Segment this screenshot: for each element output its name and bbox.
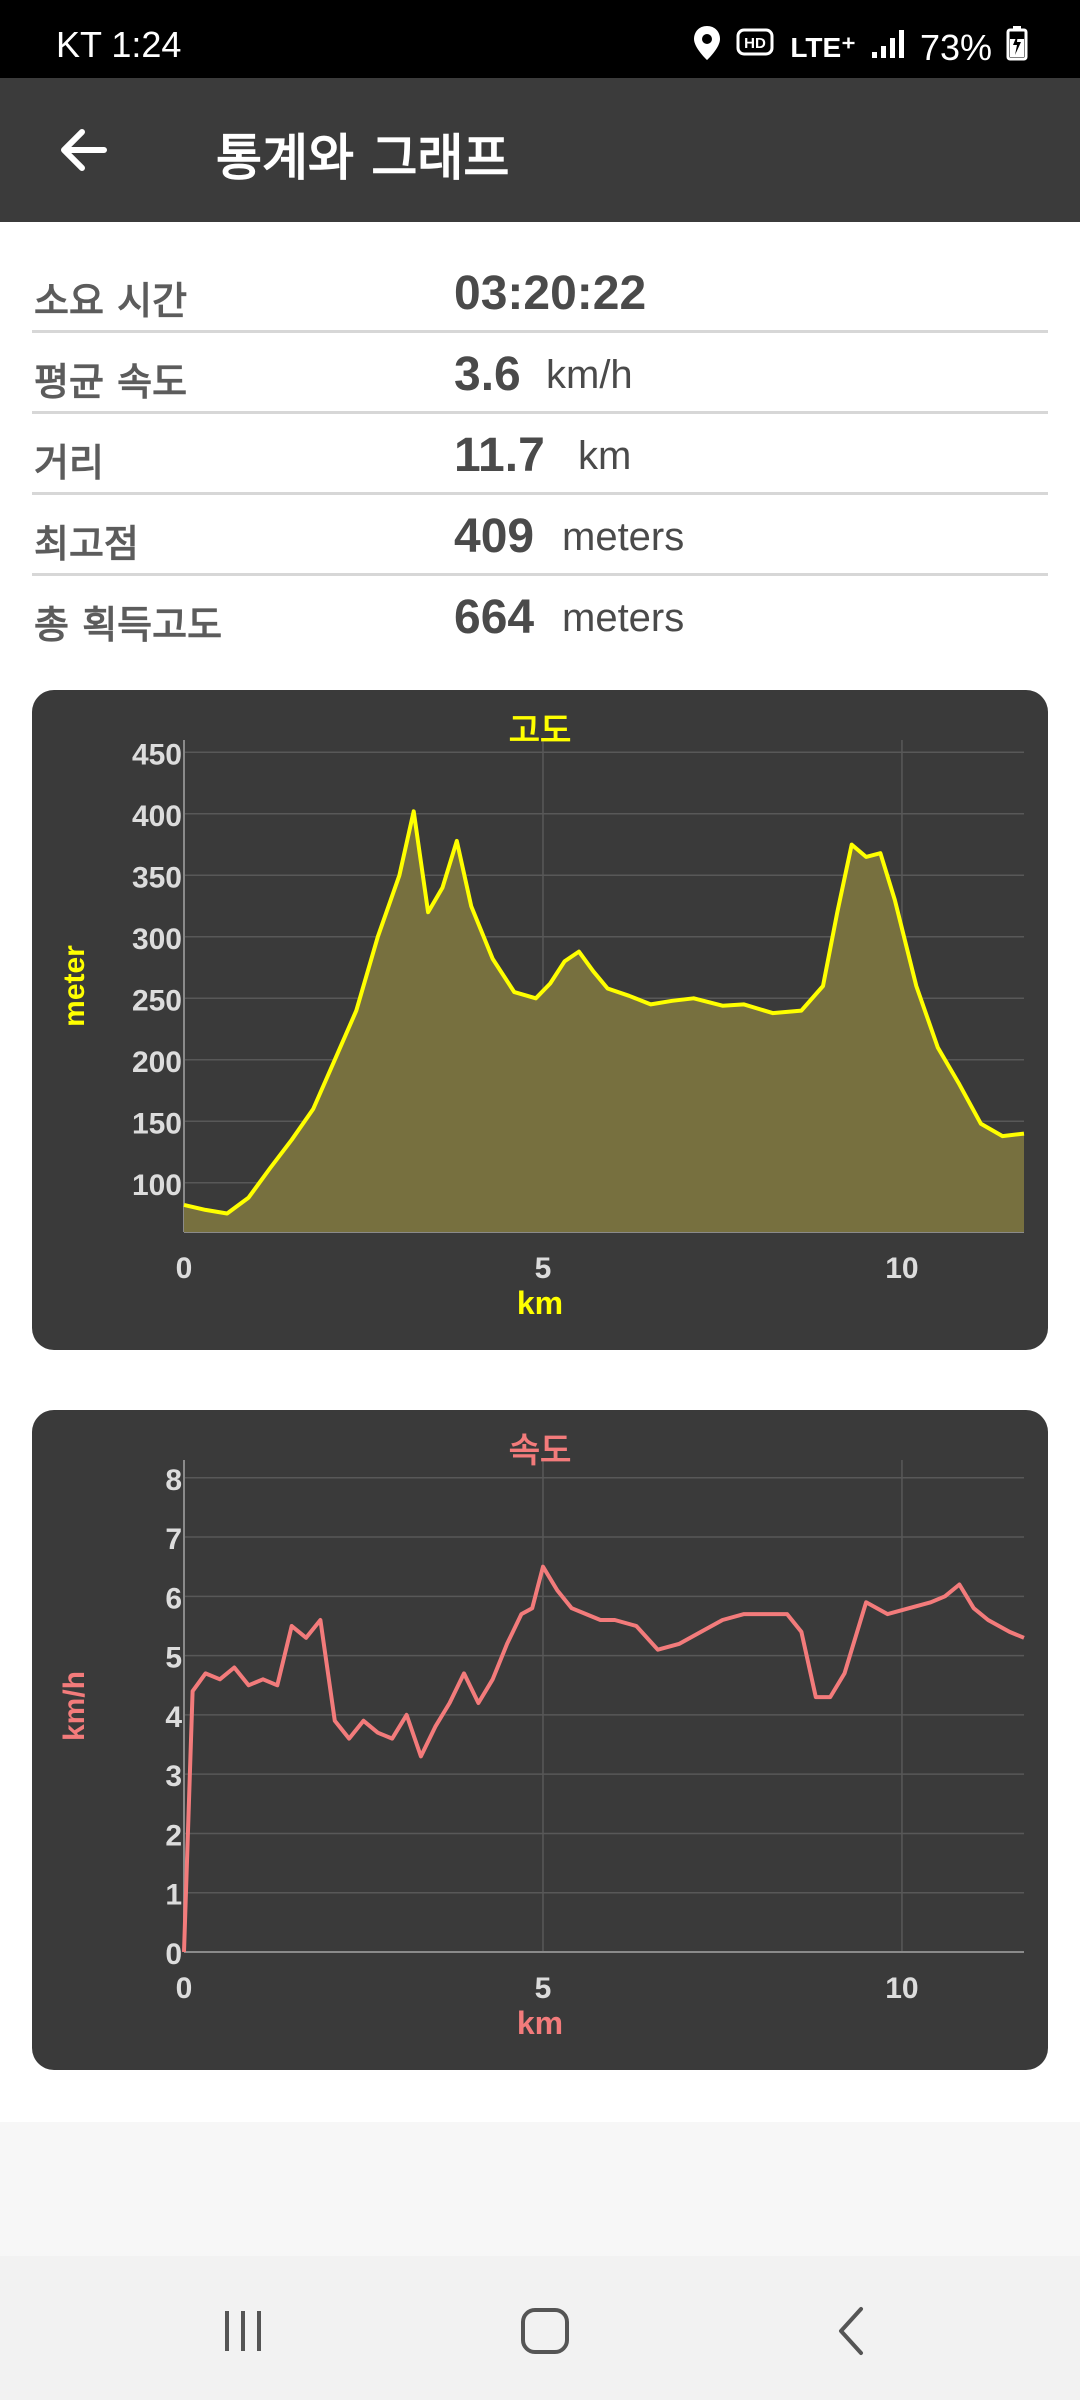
home-button[interactable] (500, 2296, 590, 2366)
y-tick-label: 5 (165, 1642, 182, 1675)
navigation-bar (0, 2256, 1080, 2400)
battery-charging-icon (1006, 25, 1028, 70)
stat-label: 거리 (34, 441, 104, 485)
y-tick-label: 0 (165, 1938, 182, 1971)
stat-row-elevation-gain: 총 획득고도 664 meters (32, 576, 1048, 657)
app-bar: 통계와 그래프 (0, 78, 1080, 222)
stat-unit: meters (562, 596, 685, 640)
battery-percent: 73% (919, 26, 992, 68)
hd-voice-icon: HD (736, 26, 776, 69)
speed-chart: 0 1 2 3 4 5 6 7 8 0 5 10 속도 km km/h (58, 1431, 1025, 2041)
stat-unit: km/h (546, 353, 633, 397)
svg-text:HD: HD (745, 35, 767, 52)
x-axis-label: km (517, 2005, 563, 2041)
stat-label: 평균 속도 (34, 360, 188, 404)
x-tick-label: 5 (535, 1252, 552, 1285)
page-title: 통계와 그래프 (216, 129, 510, 187)
stat-value: 3.6 (454, 348, 521, 401)
recent-apps-button[interactable] (198, 2296, 288, 2366)
stat-label: 최고점 (34, 522, 139, 566)
x-tick-label: 5 (535, 1972, 552, 2005)
stat-row-duration: 소요 시간 03:20:22 (32, 252, 1048, 333)
back-button[interactable] (44, 114, 124, 186)
y-tick-label: 1 (165, 1879, 182, 1912)
x-tick-label: 0 (176, 1252, 193, 1285)
stat-value: 03:20:22 (454, 267, 647, 320)
carrier-time: KT 1:24 (56, 24, 182, 65)
y-tick-label: 200 (132, 1046, 182, 1079)
x-tick-label: 10 (885, 1252, 918, 1285)
y-tick-label: 7 (165, 1523, 182, 1556)
stat-value: 11.7 (454, 429, 545, 482)
stat-row-avg-speed: 평균 속도 3.6 km/h (32, 333, 1048, 414)
y-tick-label: 4 (165, 1701, 182, 1734)
series-line (183, 809, 1025, 1216)
area-fill (184, 811, 1024, 1232)
recent-apps-icon (225, 2311, 261, 2351)
back-icon (839, 2307, 863, 2355)
stat-value: 664 (454, 591, 535, 644)
y-tick-label: 100 (132, 1169, 182, 1202)
series-line (182, 1564, 1025, 1953)
y-tick-label: 350 (132, 861, 182, 894)
y-tick-label: 300 (132, 923, 182, 956)
speed-chart-card: 0 1 2 3 4 5 6 7 8 0 5 10 속도 km km/h (32, 1410, 1048, 2070)
status-icons: HD LTE⁺ 73% (692, 24, 1028, 71)
elevation-chart: 100 150 200 250 300 350 400 450 0 5 10 고도 km meter (58, 711, 1025, 1321)
lte-data-icon: LTE⁺ (790, 32, 856, 63)
y-tick-label: 250 (132, 984, 182, 1017)
stats-table: 소요 시간 03:20:22 평균 속도 3.6 km/h 거리 11.7 km… (32, 252, 1048, 657)
y-tick-label: 450 (132, 738, 182, 771)
chart-title: 고도 (509, 711, 572, 751)
chart-title: 속도 (509, 1431, 572, 1471)
stat-label: 소요 시간 (34, 279, 188, 323)
content-area: 소요 시간 03:20:22 평균 속도 3.6 km/h 거리 11.7 km… (0, 222, 1080, 2122)
y-tick-label: 2 (165, 1819, 182, 1852)
stat-row-distance: 거리 11.7 km (32, 414, 1048, 495)
arrow-left-icon (61, 129, 107, 171)
stat-value: 409 (454, 510, 535, 563)
elevation-chart-card: 100 150 200 250 300 350 400 450 0 5 10 고도 km meter (32, 690, 1048, 1350)
x-tick-label: 10 (885, 1972, 918, 2005)
stat-unit: km (578, 434, 632, 478)
nav-back-button[interactable] (806, 2296, 896, 2366)
stat-row-max-elevation: 최고점 409 meters (32, 495, 1048, 576)
y-tick-label: 400 (132, 800, 182, 833)
y-tick-label: 8 (165, 1464, 182, 1497)
location-icon (692, 24, 722, 71)
signal-icon (870, 26, 906, 69)
x-axis-label: km (517, 1285, 563, 1321)
y-tick-label: 3 (165, 1760, 182, 1793)
y-axis-label: km/h (58, 1671, 91, 1741)
stat-label: 총 획득고도 (34, 603, 223, 647)
home-icon (521, 2308, 569, 2354)
x-tick-label: 0 (176, 1972, 193, 2005)
status-bar: KT 1:24 HD LTE⁺ 73% (0, 0, 1080, 78)
y-tick-label: 150 (132, 1107, 182, 1140)
y-tick-label: 6 (165, 1582, 182, 1615)
y-axis-label: meter (58, 945, 91, 1027)
stat-unit: meters (562, 515, 685, 559)
